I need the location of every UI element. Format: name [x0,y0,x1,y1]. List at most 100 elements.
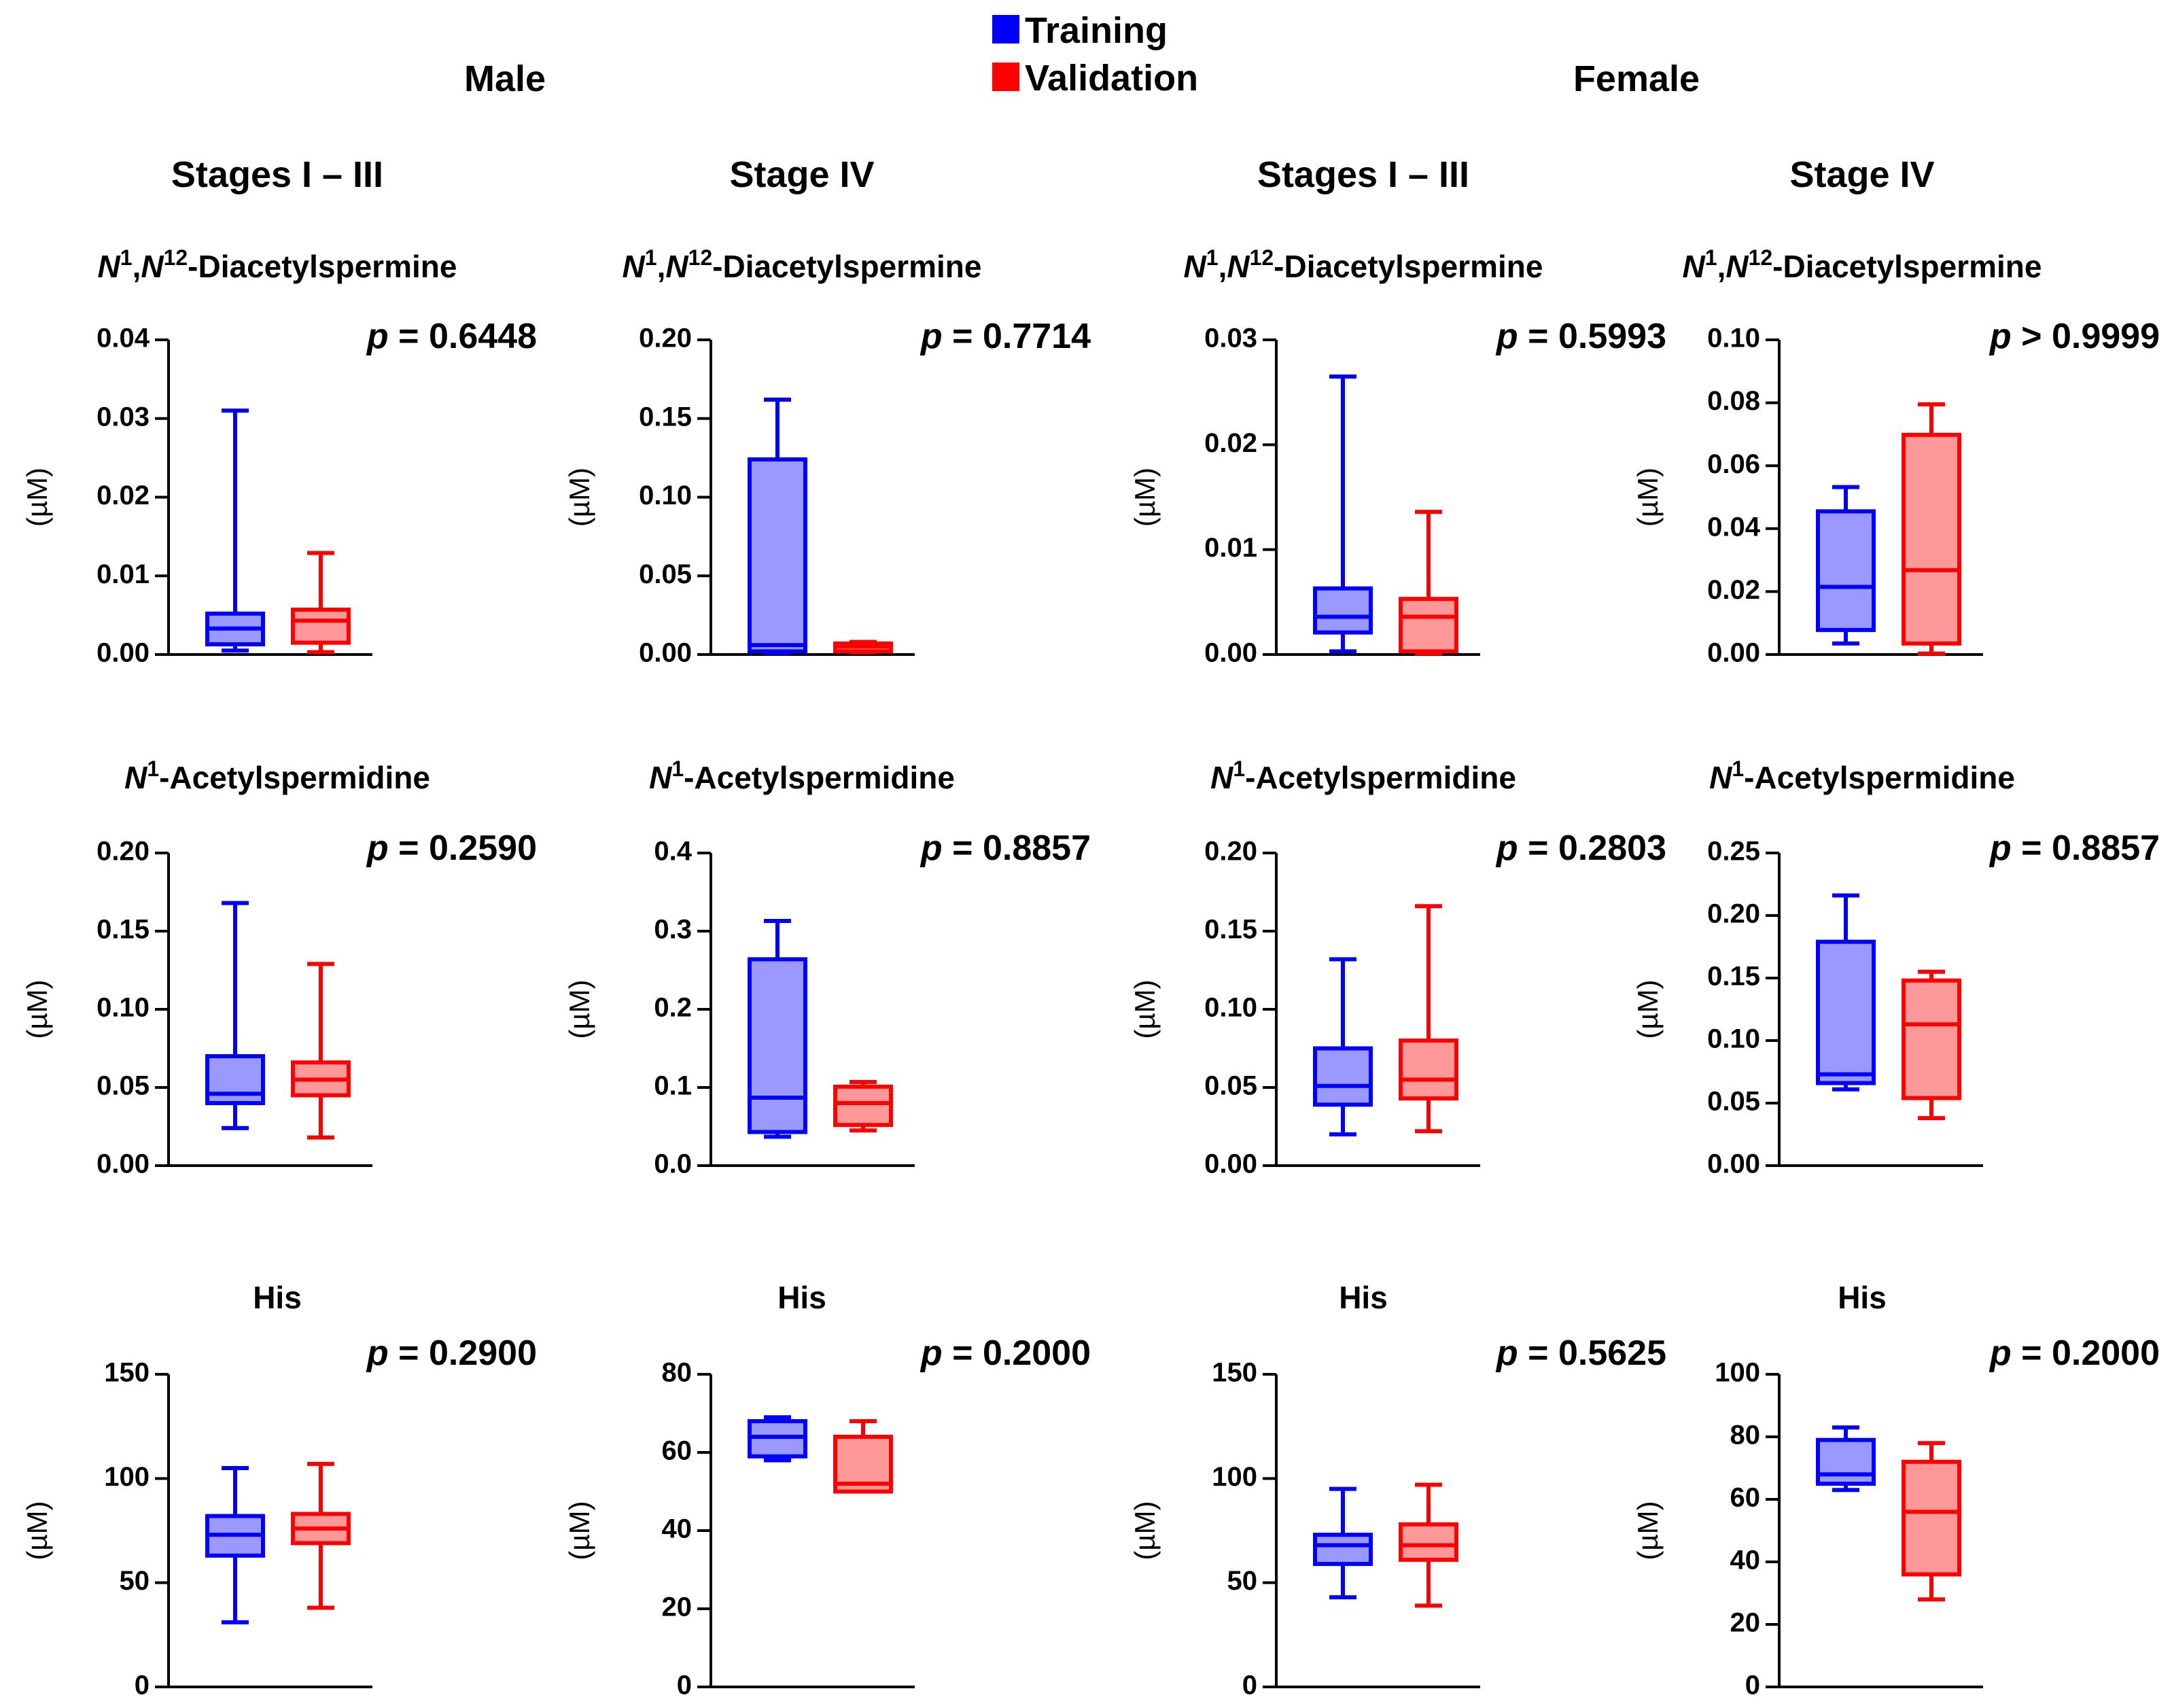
y-tick-label: 20 [662,1592,693,1622]
header-stage-col4: Stage IV [1789,154,1934,195]
y-axis-label: (µM) [1632,979,1664,1039]
p-value: p = 0.2590 [366,829,537,868]
y-tick-label: 0.00 [1204,638,1257,668]
p-value: p = 0.2900 [366,1334,537,1373]
p-value: p = 0.2000 [919,1334,1091,1373]
y-axis-label: (µM) [1129,979,1161,1039]
y-tick-label: 0.00 [97,1149,150,1179]
y-tick-label: 0.20 [97,837,150,867]
box-validation [833,640,893,655]
box-validation [1902,402,1961,656]
y-tick-label: 0.05 [1707,1087,1760,1117]
header-stage-col2: Stage IV [729,154,874,195]
panel-r2-c2: N1-Acetylspermidine p = 0.8857 (µM) 0.0 0.1 0… [563,756,1091,1179]
y-axis-label: (µM) [563,979,595,1039]
p-value: p = 0.5993 [1495,317,1666,356]
panel-title: N1-Acetylspermidine [1210,756,1516,795]
y-tick-label: 0.06 [1707,449,1760,479]
box-training [205,1466,265,1624]
y-tick-label: 0.03 [97,402,150,432]
box-training [1816,1425,1876,1493]
panel-r1-c3: N1,N12-Diacetylspermine p = 0.5993 (µM) 0.0… [1129,245,1666,668]
y-tick-label: 0.00 [1707,638,1760,668]
panel-r2-c4: N1-Acetylspermidine p = 0.8857 (µM) 0.00 0.0… [1632,756,2160,1179]
y-axis-label: (µM) [1129,468,1161,527]
panel-title: His [777,1280,826,1315]
panel-title: N1-Acetylspermidine [649,756,955,795]
y-tick-label: 0.00 [639,638,692,668]
y-tick-label: 0.02 [1204,428,1257,458]
y-tick-label: 60 [1730,1483,1761,1513]
box-training [1816,893,1876,1092]
iqr-box [1313,1533,1373,1567]
y-tick-label: 0.05 [639,559,692,589]
iqr-box [1902,1459,1961,1577]
box-validation [291,551,351,655]
box-training [205,901,265,1130]
y-tick-label: 50 [1227,1566,1258,1596]
y-axis-label: (µM) [21,1501,53,1560]
y-tick-label: 0.05 [1204,1071,1257,1101]
iqr-box [205,1054,265,1105]
y-tick-label: 40 [662,1514,693,1544]
y-tick-label: 0.08 [1707,386,1760,416]
panel-title: His [1838,1280,1887,1315]
box-validation [1399,510,1458,656]
header-stage-col3: Stages I – III [1257,154,1469,195]
panel-title: N1,N12-Diacetylspermine [623,245,982,284]
p-value: p = 0.8857 [1989,829,2160,868]
y-tick-label: 0.10 [1204,993,1257,1023]
iqr-box [1313,1046,1373,1107]
box-training [1313,374,1373,654]
box-validation [291,962,351,1140]
iqr-box [1399,1039,1458,1101]
iqr-box [1816,509,1876,632]
iqr-box [1399,1522,1458,1562]
panel-title: N1,N12-Diacetylspermine [1683,245,2042,284]
y-tick-label: 0.20 [1204,837,1257,867]
panel-r1-c1: N1,N12-Diacetylspermine p = 0.6448 (µM) 0.0… [21,245,537,668]
y-tick-label: 0.25 [1707,837,1760,867]
iqr-box [291,608,351,645]
y-axis-label: (µM) [1129,1501,1161,1560]
panel-r2-c3: N1-Acetylspermidine p = 0.2803 (µM) 0.00 0.0… [1129,756,1666,1179]
iqr-box [1399,597,1458,654]
y-tick-label: 0.00 [1204,1149,1257,1179]
y-axis-label: (µM) [1632,1501,1664,1560]
y-axis-label: (µM) [1632,468,1664,527]
y-tick-label: 0.15 [1707,962,1760,992]
y-tick-label: 80 [662,1358,693,1388]
box-training [205,408,265,653]
box-training [1313,957,1373,1136]
panel-r3-c3: His p = 0.5625 (µM) 0 50 100 150 [1129,1280,1666,1701]
y-tick-label: 0.10 [1707,324,1760,353]
y-tick-label: 150 [1212,1358,1257,1388]
p-value: p = 0.2803 [1495,829,1666,868]
y-tick-label: 0.0 [654,1149,692,1179]
panel-title: His [253,1280,302,1315]
y-tick-label: 0.4 [654,837,692,867]
iqr-box [1313,586,1373,635]
y-tick-label: 100 [104,1462,150,1492]
y-tick-label: 0 [1242,1671,1257,1701]
p-value: p = 0.7714 [919,317,1091,356]
panels: N1,N12-Diacetylspermine p = 0.6448 (µM) 0.0… [21,245,2160,1701]
panel-title: His [1339,1280,1388,1315]
box-training [748,919,807,1139]
box-validation [1399,1482,1458,1608]
panel-title: N1,N12-Diacetylspermine [1184,245,1543,284]
box-validation [833,1419,893,1494]
y-tick-label: 0.00 [1707,1149,1760,1179]
y-tick-label: 0.02 [1707,575,1760,605]
y-tick-label: 80 [1730,1421,1761,1450]
header-male: Male [464,58,546,99]
y-tick-label: 40 [1730,1546,1761,1575]
y-tick-label: 0.3 [654,915,692,945]
y-axis-label: (µM) [21,979,53,1039]
y-tick-label: 0.15 [97,915,150,945]
box-training [748,1415,807,1463]
y-tick-label: 0.01 [1204,533,1257,563]
y-tick-label: 150 [104,1358,150,1388]
y-tick-label: 0.15 [1204,915,1257,945]
